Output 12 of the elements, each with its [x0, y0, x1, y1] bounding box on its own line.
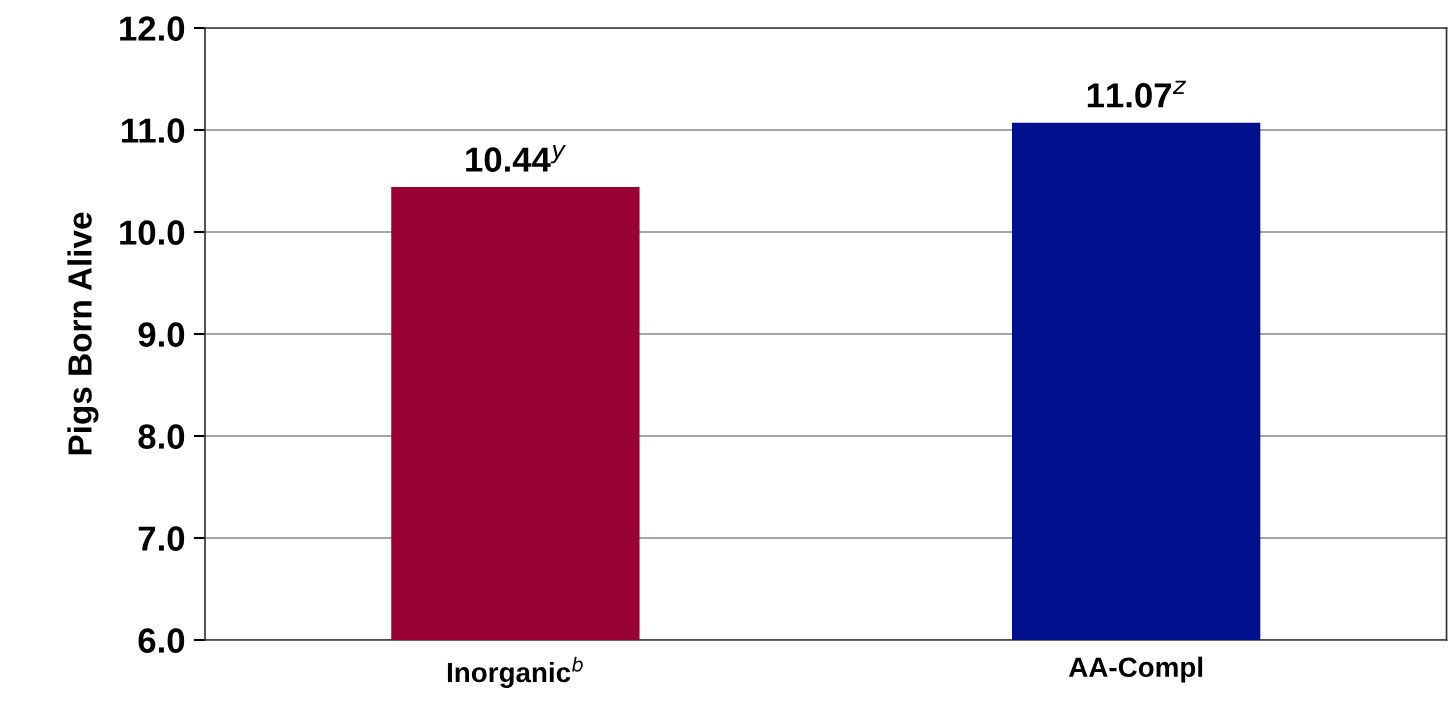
data-label: 10.44$^{y}$: [466, 145, 566, 172]
y-tick-label: 6.0: [138, 628, 185, 653]
x-tick-label: Inorganic$^{b}$: [447, 656, 583, 688]
x-tick-label: AA-Compl: [1068, 656, 1203, 683]
data-label: 11.07$^{z}$: [1087, 80, 1187, 108]
y-tick-label: 12.0: [120, 16, 185, 41]
y-tick-label: 7.0: [138, 526, 185, 551]
y-tick-label: 9.0: [138, 322, 185, 347]
y-tick-label: 8.0: [138, 424, 185, 449]
y-tick-label: 11.0: [122, 118, 185, 143]
y-tick-label: 10.0: [120, 220, 185, 245]
y-axis-title: Pigs Born Alive: [67, 212, 99, 455]
